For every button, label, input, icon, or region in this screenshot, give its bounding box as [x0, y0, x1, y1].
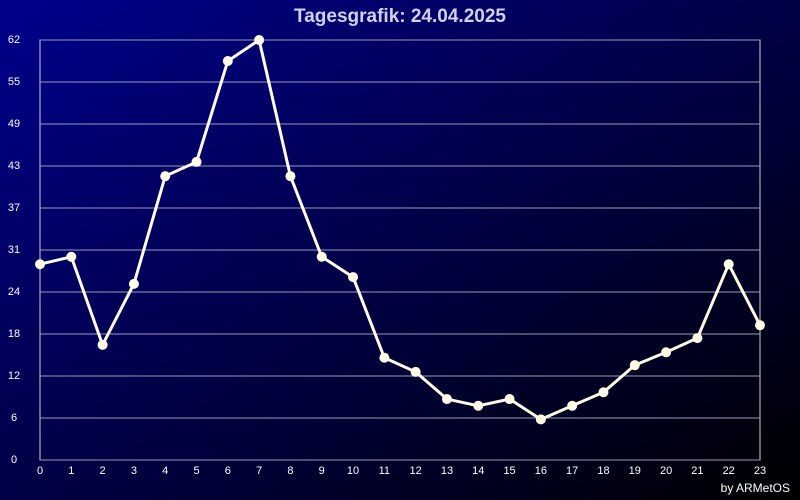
x-tick-label: 15 [503, 465, 515, 477]
data-point [348, 272, 359, 283]
data-line [39, 38, 762, 421]
y-tick-label: 31 [8, 244, 20, 256]
x-tick-label: 20 [660, 465, 672, 477]
data-point [723, 259, 734, 270]
data-point [598, 387, 609, 398]
data-point [379, 352, 390, 363]
x-tick-label: 23 [754, 465, 766, 477]
x-tick-label: 18 [597, 465, 609, 477]
data-point [567, 400, 578, 411]
y-tick-label: 6 [11, 412, 17, 424]
y-tick-label: 62 [8, 34, 20, 46]
x-tick-label: 17 [566, 465, 578, 477]
data-point [755, 320, 765, 331]
chart-title: Tagesgrafik: 24.04.2025 [294, 6, 506, 27]
data-point [66, 251, 77, 262]
y-tick-label: 43 [8, 160, 20, 172]
y-tick-label: 18 [8, 328, 20, 340]
y-tick-label: 24 [8, 286, 20, 298]
x-tick-label: 0 [37, 465, 43, 477]
y-tick-label: 0 [11, 454, 17, 466]
x-tick-label: 11 [379, 465, 390, 477]
x-tick-label: 13 [441, 465, 453, 477]
x-tick-label: 12 [410, 465, 422, 477]
x-tick-label: 19 [629, 465, 641, 477]
data-point [191, 156, 202, 167]
data-point [97, 339, 108, 350]
x-tick-label: 8 [287, 465, 293, 477]
x-tick-label: 14 [472, 465, 484, 477]
x-tick-label: 3 [131, 465, 137, 477]
y-tick-label: 37 [8, 202, 20, 214]
x-tick-label: 2 [100, 465, 106, 477]
x-tick-label: 10 [347, 465, 359, 477]
data-point [254, 35, 265, 45]
x-tick-label: 4 [162, 465, 168, 477]
x-tick-label: 22 [723, 465, 735, 477]
x-tick-label: 21 [691, 465, 703, 477]
credit: by ARMetOS [721, 481, 790, 495]
data-point [692, 333, 703, 344]
data-point [222, 56, 233, 66]
y-tick-label: 55 [8, 76, 20, 88]
x-tick-label: 5 [193, 465, 199, 477]
x-tick-label: 7 [256, 465, 262, 477]
data-point [128, 278, 139, 289]
x-tick-label: 16 [535, 465, 547, 477]
y-tick-label: 49 [8, 118, 20, 130]
x-tick-label: 6 [225, 465, 231, 477]
y-tick-label: 12 [8, 370, 20, 382]
data-point [441, 394, 452, 405]
data-point [504, 394, 515, 405]
x-tick-label: 1 [68, 465, 74, 477]
data-point [285, 171, 296, 182]
data-point [160, 171, 171, 182]
data-point [473, 400, 484, 411]
data-point [535, 414, 546, 425]
data-point [661, 347, 672, 358]
x-tick-label: 9 [319, 465, 325, 477]
data-point [410, 366, 421, 377]
data-point [35, 259, 45, 270]
data-point [316, 251, 327, 262]
data-point [629, 360, 640, 371]
